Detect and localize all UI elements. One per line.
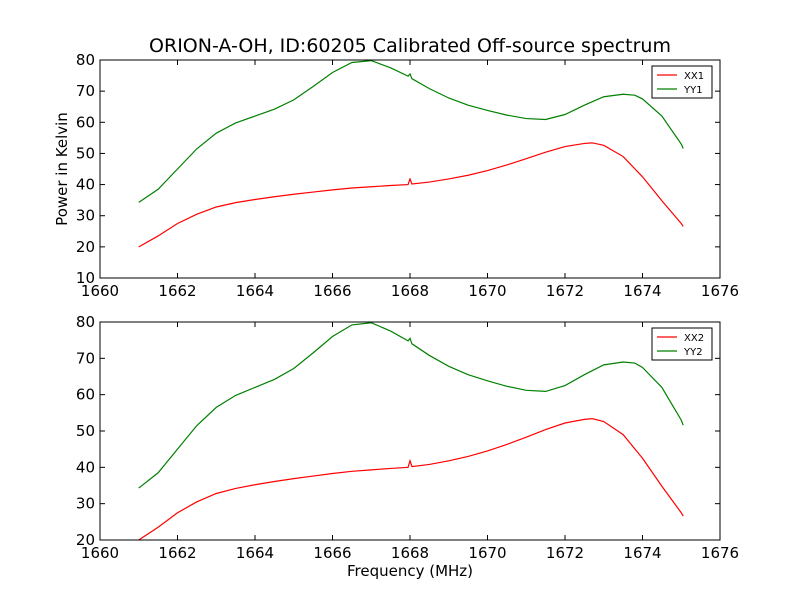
x-tick-label: 1660 <box>81 282 119 300</box>
y-tick-label: 30 <box>76 207 95 225</box>
series-line-xx1 <box>138 142 684 248</box>
x-tick-label: 1676 <box>701 544 739 562</box>
x-tick-label: 1674 <box>623 282 661 300</box>
x-tick-label: 1674 <box>623 544 661 562</box>
x-tick-label: 1666 <box>313 282 351 300</box>
series-line-xx2 <box>138 418 684 541</box>
top-panel: 1660 1662 1664 1666 1668 1670 1672 1674 1676 10 20… <box>53 51 739 300</box>
y-tick-label: 50 <box>76 144 95 162</box>
y-tick-label: 60 <box>76 113 95 131</box>
series-line-yy2 <box>138 322 684 489</box>
x-tick-label: 1672 <box>546 282 584 300</box>
y-tick-label: 20 <box>76 531 95 549</box>
legend-label-xx2: XX2 <box>684 333 704 344</box>
legend-label-xx1: XX1 <box>684 71 704 82</box>
plot-frame <box>99 59 721 279</box>
x-tick-label: 1662 <box>158 282 196 300</box>
x-tick-label: 1668 <box>391 282 429 300</box>
y-tick-label: 30 <box>76 495 95 513</box>
x-tick-label: 1676 <box>701 282 739 300</box>
x-axis-label: Frequency (MHz) <box>347 562 473 580</box>
legend-label-yy1: YY1 <box>683 85 703 96</box>
y-tick-label: 60 <box>76 386 95 404</box>
y-tick-label: 40 <box>76 176 95 194</box>
y-tick-label: 50 <box>76 422 95 440</box>
x-tick-label: 1670 <box>468 544 506 562</box>
x-tick-label: 1662 <box>158 544 196 562</box>
legend-box <box>651 65 713 99</box>
x-tick-label: 1664 <box>236 282 274 300</box>
x-tick-label: 1672 <box>546 544 584 562</box>
y-tick-label: 80 <box>76 51 95 69</box>
bottom-panel: 1660 1662 1664 1666 1668 1670 1672 1674 1676 20 30… <box>76 313 739 580</box>
y-tick-label: 80 <box>76 313 95 331</box>
x-tick-label: 1670 <box>468 282 506 300</box>
y-tick-label: 10 <box>76 269 95 287</box>
y-tick-label: 20 <box>76 238 95 256</box>
y-tick-label: 70 <box>76 82 95 100</box>
y-tick-label: 70 <box>76 349 95 367</box>
series-line-yy1 <box>138 60 684 203</box>
y-axis-label: Power in Kelvin <box>53 112 71 226</box>
x-tick-label: 1660 <box>81 544 119 562</box>
legend-label-yy2: YY2 <box>683 347 703 358</box>
figure-title: ORION-A-OH, ID:60205 Calibrated Off-sour… <box>149 35 671 57</box>
x-tick-label: 1666 <box>313 544 351 562</box>
x-tick-label: 1664 <box>236 544 274 562</box>
legend-box <box>651 327 713 361</box>
x-tick-label: 1668 <box>391 544 429 562</box>
y-tick-label: 40 <box>76 458 95 476</box>
